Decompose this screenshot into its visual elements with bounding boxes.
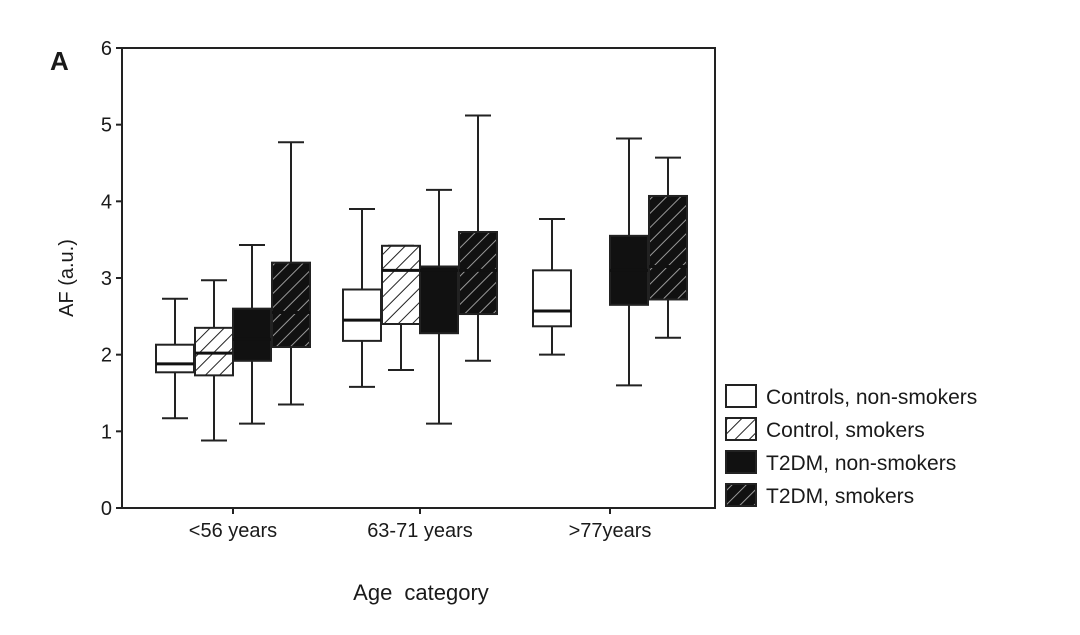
y-tick-label: 2 <box>101 345 112 367</box>
box-0-2 <box>532 217 572 356</box>
box-iqr <box>271 261 311 348</box>
y-tick-label: 5 <box>101 115 112 137</box>
box-iqr <box>342 288 382 342</box>
legend-swatch <box>725 450 757 474</box>
x-tick-label: 63-71 years <box>367 520 473 542</box>
box-iqr <box>232 307 272 362</box>
box-2-1 <box>419 188 459 425</box>
box-iqr <box>419 265 459 335</box>
y-tick-label: 3 <box>101 268 112 290</box>
legend-label: Controls, non-smokers <box>766 386 977 409</box>
box-3-0 <box>271 141 311 406</box>
y-tick-label: 0 <box>101 498 112 520</box>
x-tick-label: <56 years <box>189 520 277 542</box>
box-3-2 <box>648 156 688 339</box>
y-tick-label: 6 <box>101 38 112 60</box>
box-iqr <box>155 343 195 374</box>
legend-label: T2DM, smokers <box>766 485 914 508</box>
box-iqr <box>648 194 688 301</box>
box-1-0 <box>194 279 234 442</box>
box-iqr <box>458 231 498 316</box>
y-tick-label: 1 <box>101 421 112 443</box>
legend-label: T2DM, non-smokers <box>766 452 956 475</box>
legend-swatch <box>725 384 757 408</box>
legend-label: Control, smokers <box>766 419 925 442</box>
y-axis-label: AF (a.u.) <box>56 239 78 317</box>
y-tick-label: 4 <box>101 191 112 213</box>
legend-swatch <box>725 483 757 507</box>
box-2-0 <box>232 244 272 425</box>
legend-swatch <box>725 417 757 441</box>
x-axis-label: Age category <box>353 580 489 605</box>
box-3-1 <box>458 114 498 362</box>
box-0-1 <box>342 208 382 388</box>
x-tick-label: >77years <box>569 520 652 542</box>
box-iqr <box>381 244 421 325</box>
box-1-1 <box>381 244 421 371</box>
box-0-0 <box>155 297 195 420</box>
box-iqr <box>532 269 572 328</box>
panel-label: A <box>50 46 69 76</box>
box-iqr <box>194 326 234 377</box>
box-2-2 <box>609 137 649 387</box>
